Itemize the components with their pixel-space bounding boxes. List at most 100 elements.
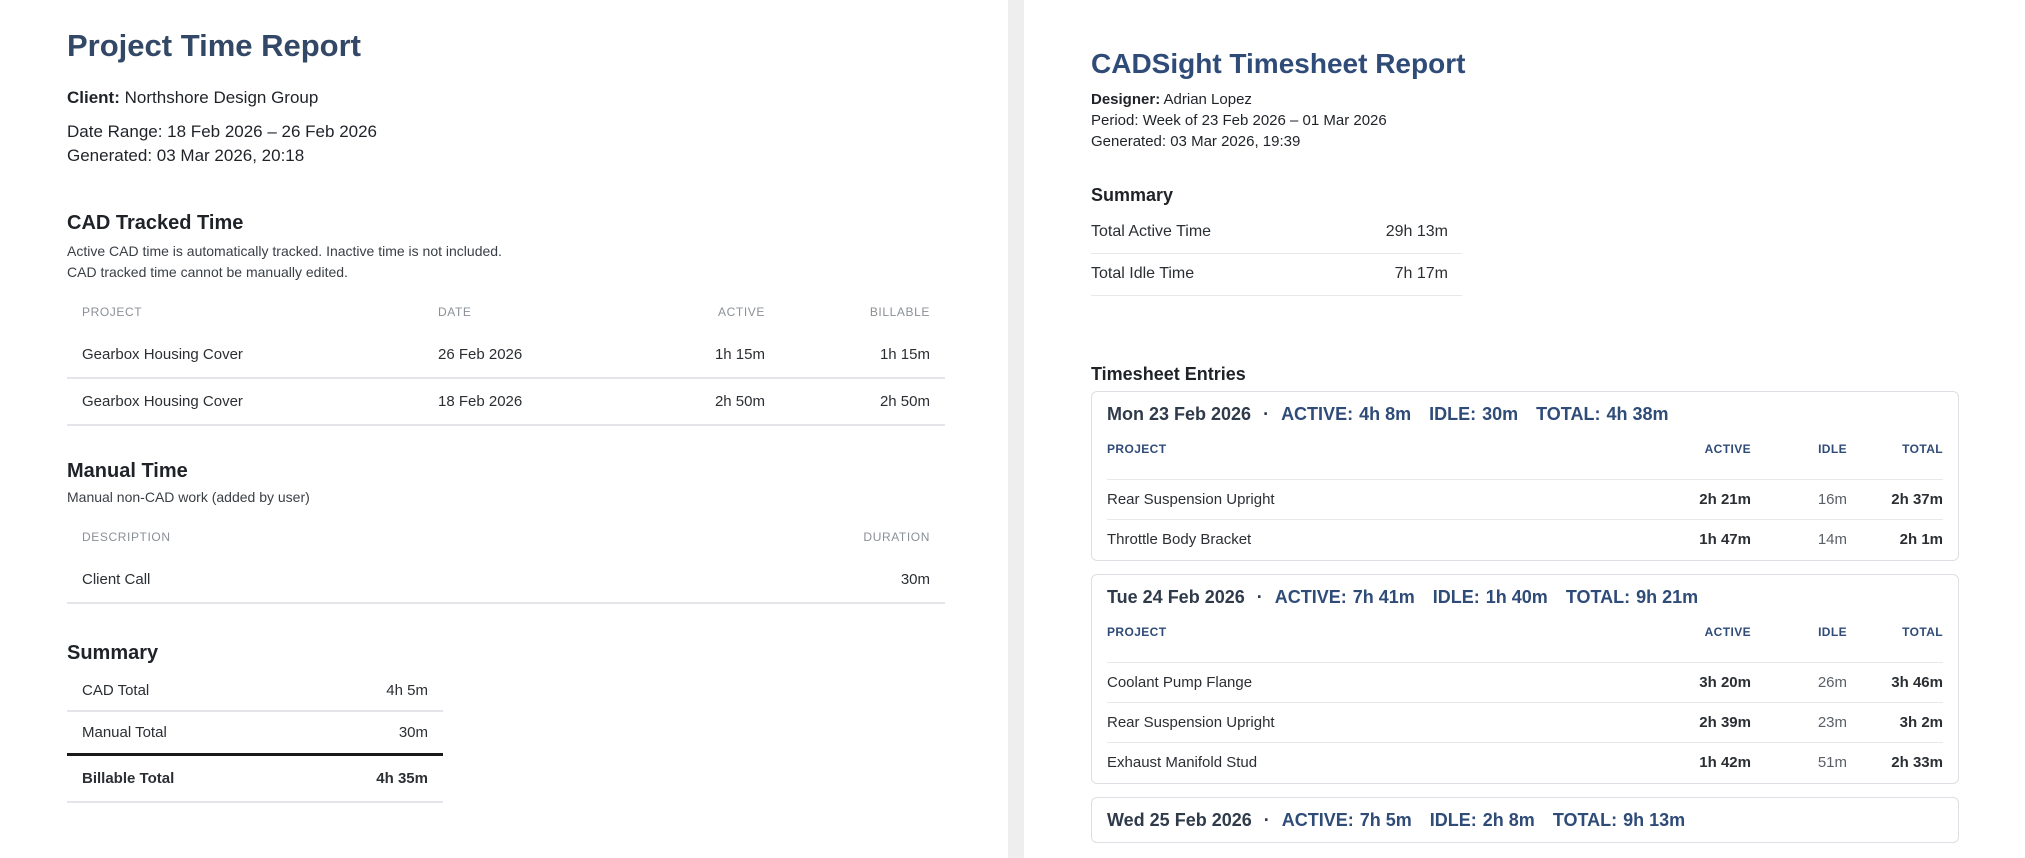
cell-idle: 16m <box>1751 479 1847 520</box>
table-row: Exhaust Manifold Stud 1h 42m 51m 2h 33m <box>1107 743 1943 783</box>
col-header-description: DESCRIPTION <box>82 530 171 544</box>
cell-description: Client Call <box>67 556 551 604</box>
day-active-value: 7h 41m <box>1352 586 1415 607</box>
cell-total: 3h 46m <box>1847 662 1943 703</box>
day-header: Tue 24 Feb 2026 · ACTIVE: 7h 41m IDLE: 1h 40m… <box>1107 575 1943 619</box>
summary-title: Summary <box>67 642 159 664</box>
report-title: Project Time Report <box>67 28 362 63</box>
summary-row-cad-total: CAD Total 4h 5m <box>67 671 443 712</box>
summary-row-manual-total: Manual Total 30m <box>67 711 443 756</box>
table-row: Coolant Pump Flange 3h 20m 26m 3h 46m <box>1107 662 1943 703</box>
day-idle-label: IDLE: <box>1432 586 1480 607</box>
summary-row-idle: Total Idle Time 7h 17m <box>1091 253 1462 296</box>
designer-value: Adrian Lopez <box>1163 91 1252 108</box>
table-header-row: PROJECT ACTIVE IDLE TOTAL <box>1107 435 1943 480</box>
table-row: Rear Suspension Upright 2h 39m 23m 3h 2m <box>1107 702 1943 743</box>
summary-value: 4h 5m <box>292 671 443 712</box>
cell-active: 1h 42m <box>1699 754 1751 772</box>
col-header-active: ACTIVE <box>1661 435 1751 480</box>
cell-project: Throttle Body Bracket <box>1107 531 1252 549</box>
cad-tracked-table: PROJECT DATE ACTIVE BILLABLE Gearbox Hou… <box>67 305 945 426</box>
separator-dot: · <box>1263 403 1270 424</box>
day-idle-label: IDLE: <box>1429 809 1477 830</box>
cell-date: 18 Feb 2026 <box>423 378 603 426</box>
cell-duration: 30m <box>550 556 945 604</box>
cell-date: 26 Feb 2026 <box>423 331 603 379</box>
cell-billable: 1h 15m <box>780 331 945 379</box>
cad-note-auto: Active CAD time is automatically tracked… <box>67 243 502 259</box>
day-card: Wed 25 Feb 2026 · ACTIVE: 7h 5m IDLE: 2h 8m TO… <box>1091 796 1959 843</box>
table-row: Client Call 30m <box>67 556 945 604</box>
cell-idle: 51m <box>1817 754 1847 772</box>
day-total-label: TOTAL: <box>1565 586 1631 607</box>
day-entries-table: PROJECT ACTIVE IDLE TOTAL Coolant Pump F… <box>1107 618 1943 783</box>
day-active-label: ACTIVE: <box>1274 586 1347 607</box>
designer-line: Designer: Adrian Lopez <box>1091 89 1958 110</box>
col-header-idle: IDLE <box>1751 435 1847 480</box>
day-total-value: 9h 21m <box>1636 586 1699 607</box>
summary-value: 30m <box>292 711 443 756</box>
day-idle-value: 30m <box>1482 403 1519 424</box>
day-card: Tue 24 Feb 2026 · ACTIVE: 7h 41m IDLE: 1h 40m… <box>1091 573 1959 784</box>
table-header-row: PROJECT ACTIVE IDLE TOTAL <box>1107 618 1943 663</box>
col-header-active: ACTIVE <box>718 305 765 319</box>
cell-active: 2h 50m <box>603 378 780 426</box>
table-header-row: PROJECT DATE ACTIVE BILLABLE <box>67 305 945 331</box>
day-idle-value: 2h 8m <box>1482 809 1535 830</box>
day-date: Wed 25 Feb 2026 <box>1107 809 1252 830</box>
summary-label: Billable Total <box>67 754 293 803</box>
table-header-row: DESCRIPTION DURATION <box>67 530 945 556</box>
day-card: Mon 23 Feb 2026 · ACTIVE: 4h 8m IDLE: 30m TOTA… <box>1091 390 1959 561</box>
cad-section-title: CAD Tracked Time <box>67 212 244 234</box>
cell-project: Coolant Pump Flange <box>1107 662 1661 703</box>
day-entries-table: PROJECT ACTIVE IDLE TOTAL Rear Suspensio… <box>1107 435 1943 560</box>
summary-value: 4h 35m <box>292 754 443 803</box>
generated-timestamp: Generated: 03 Mar 2026, 19:39 <box>1091 133 1301 150</box>
cell-project: Exhaust Manifold Stud <box>1107 754 1258 772</box>
timesheet-report-page: CADSight Timesheet Report Designer: Adri… <box>1024 0 2025 858</box>
table-row: Gearbox Housing Cover 26 Feb 2026 1h 15m… <box>67 331 945 379</box>
cell-project: Gearbox Housing Cover <box>67 331 423 379</box>
summary-row-active: Total Active Time 29h 13m <box>1091 211 1462 254</box>
summary-table: Total Active Time 29h 13m Total Idle Tim… <box>1091 211 1462 296</box>
table-row: Gearbox Housing Cover 18 Feb 2026 2h 50m… <box>67 378 945 426</box>
designer-label: Designer: <box>1091 91 1161 108</box>
summary-title: Summary <box>1091 185 1174 205</box>
col-header-date: DATE <box>438 305 472 319</box>
cell-project: Gearbox Housing Cover <box>67 378 423 426</box>
cell-active: 1h 15m <box>603 331 780 379</box>
summary-value: 29h 13m <box>1317 211 1462 254</box>
day-total-value: 4h 38m <box>1606 403 1669 424</box>
separator-dot: · <box>1263 809 1270 830</box>
date-range: Date Range: 18 Feb 2026 – 26 Feb 2026 <box>67 122 378 141</box>
cell-total: 2h 37m <box>1847 479 1943 520</box>
day-active-label: ACTIVE: <box>1281 809 1354 830</box>
col-header-billable: BILLABLE <box>869 305 930 319</box>
client-value: Northshore Design Group <box>124 88 319 107</box>
separator-dot: · <box>1256 586 1263 607</box>
client-label: Client: <box>67 88 120 107</box>
manual-note: Manual non-CAD work (added by user) <box>67 489 310 505</box>
manual-section-title: Manual Time <box>67 460 188 482</box>
day-date: Tue 24 Feb 2026 <box>1107 586 1245 607</box>
day-active-label: ACTIVE: <box>1281 403 1354 424</box>
day-total-value: 9h 13m <box>1623 809 1686 830</box>
summary-label: Total Active Time <box>1091 211 1318 254</box>
report-title: CADSight Timesheet Report <box>1091 48 1466 79</box>
day-header: Mon 23 Feb 2026 · ACTIVE: 4h 8m IDLE: 30m TOTA… <box>1107 392 1943 436</box>
col-header-active: ACTIVE <box>1661 618 1751 663</box>
day-total-label: TOTAL: <box>1536 403 1601 424</box>
generated-timestamp: Generated: 03 Mar 2026, 20:18 <box>67 146 305 165</box>
client-line: Client: Northshore Design Group <box>67 86 941 110</box>
col-header-duration: DURATION <box>863 530 930 544</box>
project-time-report-page: Project Time Report Client: Northshore D… <box>0 0 1008 858</box>
cell-total: 2h 33m <box>1891 754 1943 772</box>
cell-idle: 26m <box>1751 662 1847 703</box>
summary-label: CAD Total <box>67 671 293 712</box>
col-header-project: PROJECT <box>1107 618 1661 663</box>
summary-row-billable-total: Billable Total 4h 35m <box>67 754 443 803</box>
cell-total: 2h 1m <box>1899 531 1943 549</box>
cell-active: 2h 39m <box>1661 702 1751 743</box>
col-header-project: PROJECT <box>82 305 143 319</box>
cell-idle: 23m <box>1751 702 1847 743</box>
